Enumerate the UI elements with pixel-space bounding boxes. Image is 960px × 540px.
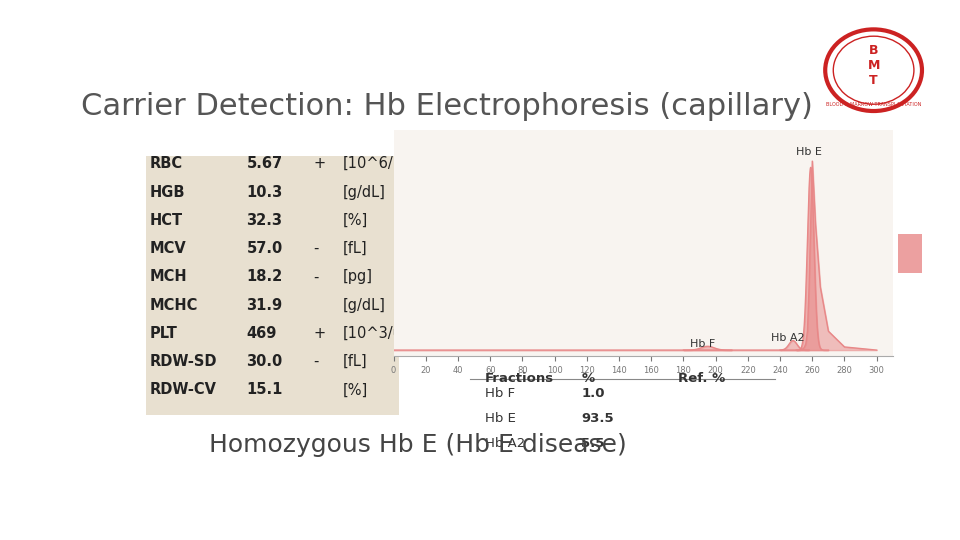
Text: B
M
T: B M T: [868, 44, 879, 87]
Text: Hb A2: Hb A2: [771, 333, 804, 343]
Text: [pg]: [pg]: [344, 269, 373, 285]
Text: HGB: HGB: [150, 185, 185, 200]
Text: 10.3: 10.3: [247, 185, 283, 200]
Bar: [898, 234, 922, 273]
Text: 469: 469: [247, 326, 276, 341]
Text: Ref. %: Ref. %: [678, 373, 725, 386]
Text: MCV: MCV: [150, 241, 186, 256]
Text: Carrier Detection: Hb Electrophoresis (capillary): Carrier Detection: Hb Electrophoresis (c…: [82, 92, 813, 121]
Text: -: -: [313, 241, 319, 256]
Text: [g/dL]: [g/dL]: [344, 185, 386, 200]
Text: Hb F: Hb F: [485, 387, 515, 400]
Text: 15.1: 15.1: [247, 382, 283, 397]
Text: 57.0: 57.0: [247, 241, 283, 256]
Text: 5.5: 5.5: [581, 437, 605, 450]
Text: MCHC: MCHC: [150, 298, 198, 313]
Text: [fL]: [fL]: [344, 241, 368, 256]
Text: Hb E: Hb E: [485, 412, 516, 425]
Text: RDW-SD: RDW-SD: [150, 354, 217, 369]
Text: RDW-CV: RDW-CV: [150, 382, 217, 397]
Text: 18.2: 18.2: [247, 269, 283, 285]
Text: [%]: [%]: [344, 213, 369, 228]
Text: Homozygous Hb E (Hb E disease): Homozygous Hb E (Hb E disease): [209, 433, 627, 457]
Text: 32.3: 32.3: [247, 213, 282, 228]
Text: [10^6/uL]: [10^6/uL]: [344, 156, 417, 171]
FancyBboxPatch shape: [112, 60, 872, 485]
Text: Hb F: Hb F: [690, 339, 715, 349]
Text: +: +: [313, 326, 325, 341]
Text: %: %: [581, 373, 594, 386]
Text: RBC: RBC: [150, 156, 183, 171]
Text: PLT: PLT: [150, 326, 178, 341]
Text: [fL]: [fL]: [344, 354, 368, 369]
Text: -: -: [313, 269, 319, 285]
Text: 1.0: 1.0: [581, 387, 605, 400]
Text: [%]: [%]: [344, 382, 369, 397]
Text: MCH: MCH: [150, 269, 187, 285]
FancyBboxPatch shape: [146, 156, 399, 415]
Text: BLOOD & MARROW TRANSPLANTATION: BLOOD & MARROW TRANSPLANTATION: [826, 102, 922, 107]
Text: [g/dL]: [g/dL]: [344, 298, 386, 313]
Text: [10^3/uL]: [10^3/uL]: [344, 326, 417, 341]
Text: 5.67: 5.67: [247, 156, 282, 171]
Text: Fractions: Fractions: [485, 373, 554, 386]
Text: Hb E: Hb E: [796, 147, 822, 157]
Text: HCT: HCT: [150, 213, 183, 228]
Text: 31.9: 31.9: [247, 298, 282, 313]
Text: Hb A2: Hb A2: [485, 437, 525, 450]
Text: 30.0: 30.0: [247, 354, 283, 369]
Text: 93.5: 93.5: [581, 412, 613, 425]
Text: +: +: [313, 156, 325, 171]
Text: Capillary Haemoglobin Electrophoresis: Capillary Haemoglobin Electrophoresis: [467, 342, 770, 356]
Text: -: -: [313, 354, 319, 369]
